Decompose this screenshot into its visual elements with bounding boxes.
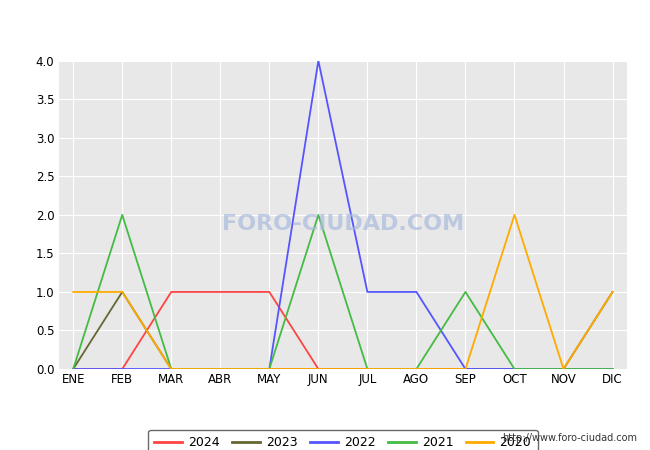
Line: 2021: 2021: [73, 215, 612, 369]
2020: [265, 366, 273, 372]
2021: [511, 366, 519, 372]
2021: [118, 212, 126, 218]
Legend: 2024, 2023, 2022, 2021, 2020: 2024, 2023, 2022, 2021, 2020: [148, 430, 538, 450]
2022: [413, 289, 421, 295]
2022: [462, 366, 469, 372]
Text: Matriculaciones de Vehiculos en Campillo de Dueñas: Matriculaciones de Vehiculos en Campillo…: [113, 9, 537, 24]
2023: [560, 366, 567, 372]
2020: [413, 366, 421, 372]
2021: [608, 366, 616, 372]
Line: 2024: 2024: [73, 292, 612, 369]
2023: [167, 366, 175, 372]
2024: [315, 366, 322, 372]
2022: [608, 366, 616, 372]
2020: [216, 366, 224, 372]
2020: [363, 366, 371, 372]
2023: [70, 366, 77, 372]
2022: [315, 58, 322, 63]
2020: [511, 212, 519, 218]
2023: [216, 366, 224, 372]
Text: http://www.foro-ciudad.com: http://www.foro-ciudad.com: [502, 433, 637, 443]
2023: [462, 366, 469, 372]
Line: 2020: 2020: [73, 215, 612, 369]
2024: [216, 289, 224, 295]
2023: [363, 366, 371, 372]
2022: [70, 366, 77, 372]
2024: [118, 366, 126, 372]
2020: [608, 289, 616, 295]
2023: [265, 366, 273, 372]
2024: [167, 289, 175, 295]
2021: [216, 366, 224, 372]
2021: [265, 366, 273, 372]
2022: [167, 366, 175, 372]
2022: [118, 366, 126, 372]
2024: [462, 366, 469, 372]
2020: [118, 289, 126, 295]
2024: [413, 366, 421, 372]
2022: [216, 366, 224, 372]
2020: [167, 366, 175, 372]
Line: 2023: 2023: [73, 292, 612, 369]
2020: [560, 366, 567, 372]
2024: [511, 366, 519, 372]
2024: [265, 289, 273, 295]
2021: [167, 366, 175, 372]
2023: [315, 366, 322, 372]
2021: [315, 212, 322, 218]
2023: [118, 289, 126, 295]
2023: [608, 289, 616, 295]
2020: [462, 366, 469, 372]
2021: [462, 289, 469, 295]
2021: [363, 366, 371, 372]
2022: [511, 366, 519, 372]
2024: [608, 366, 616, 372]
2024: [363, 366, 371, 372]
Line: 2022: 2022: [73, 61, 612, 369]
2023: [413, 366, 421, 372]
2022: [265, 366, 273, 372]
2021: [70, 366, 77, 372]
2023: [511, 366, 519, 372]
2020: [315, 366, 322, 372]
2021: [560, 366, 567, 372]
2024: [70, 366, 77, 372]
2021: [413, 366, 421, 372]
2020: [70, 289, 77, 295]
2022: [560, 366, 567, 372]
2022: [363, 289, 371, 295]
2024: [560, 366, 567, 372]
Text: FORO-CIUDAD.COM: FORO-CIUDAD.COM: [222, 214, 464, 234]
